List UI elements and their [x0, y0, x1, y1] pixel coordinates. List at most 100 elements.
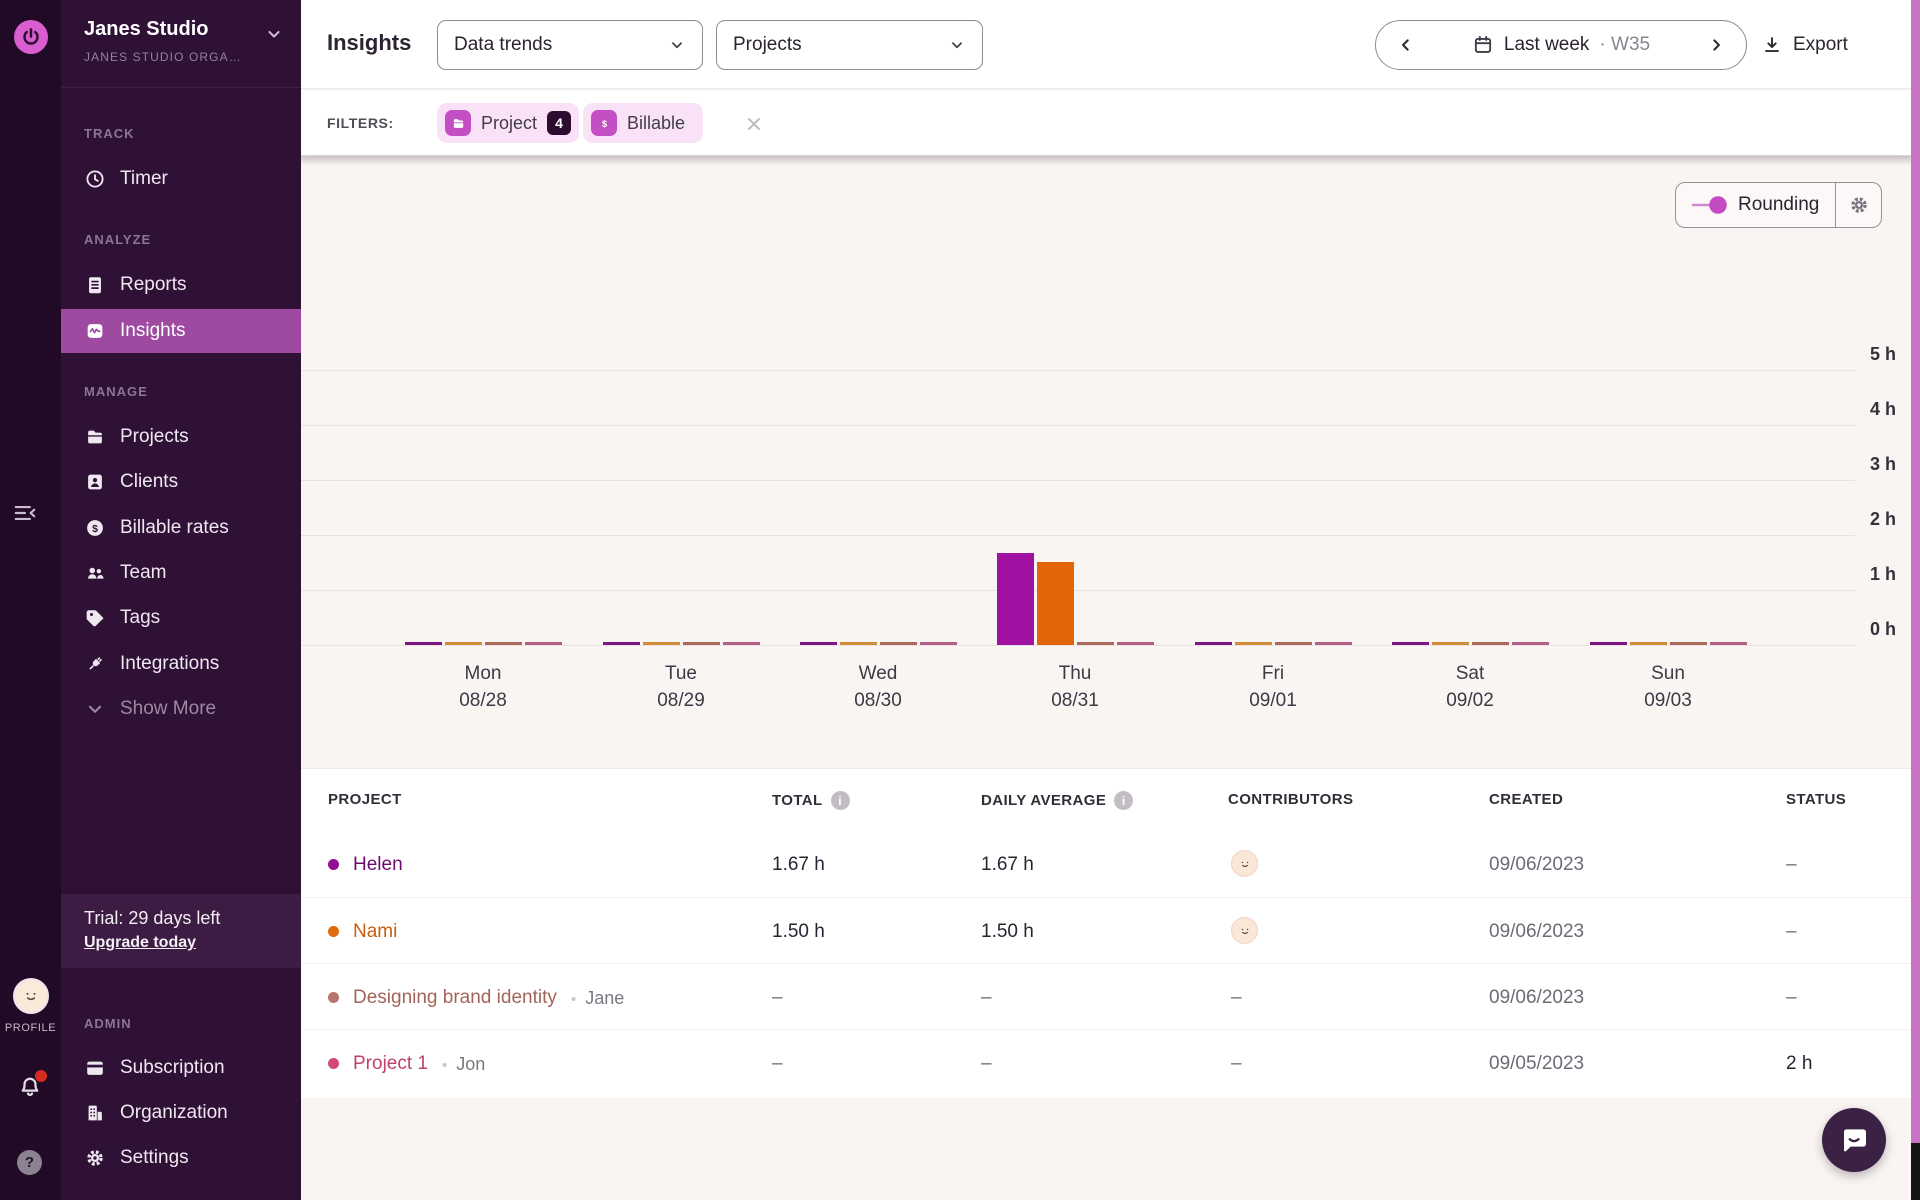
contributor-avatar[interactable] — [1231, 917, 1258, 944]
notifications-button[interactable] — [16, 1070, 47, 1102]
week-number-label: · W35 — [1599, 34, 1651, 55]
page-title: Insights — [327, 30, 412, 55]
info-icon[interactable]: i — [1114, 791, 1134, 810]
sidebar-item-projects[interactable]: Projects — [61, 415, 301, 459]
profile-button[interactable]: PROFILE — [0, 978, 61, 1034]
section-label-track: TRACK — [84, 126, 135, 141]
gridline — [301, 480, 1855, 481]
status-cell: – — [1786, 854, 1797, 875]
table-row[interactable]: Project 1 • Jon – – – 09/05/2023 2 h — [301, 1029, 1912, 1095]
created-cell: 09/06/2023 — [1489, 921, 1585, 942]
chat-launcher-button[interactable] — [1822, 1108, 1886, 1172]
help-button[interactable]: ? — [17, 1150, 42, 1175]
y-axis-label: 2 h — [1869, 509, 1896, 529]
project-name-link[interactable]: Project 1 — [353, 1053, 428, 1074]
sidebar-item-label: Projects — [120, 426, 189, 447]
gridline — [301, 645, 1855, 646]
section-label-analyze: ANALYZE — [84, 232, 152, 247]
clear-filters-button[interactable] — [744, 114, 764, 134]
date-range-label: Last week — [1503, 34, 1590, 55]
workspace-name: Janes Studio — [84, 18, 209, 40]
export-button[interactable]: Export — [1761, 22, 1848, 68]
created-cell: 09/06/2023 — [1489, 854, 1585, 875]
collapse-sidebar-button[interactable] — [12, 500, 38, 526]
previous-week-button[interactable] — [1396, 35, 1416, 55]
top-bar: Insights Data trends Projects Last week … — [301, 0, 1912, 89]
table-row[interactable]: Designing brand identity • Jane – – – 09/06/20… — [301, 963, 1912, 1029]
sidebar-item-tags[interactable]: Tags — [61, 596, 301, 640]
gridline — [301, 535, 1855, 536]
section-label-manage: MANAGE — [84, 384, 148, 399]
x-axis-label: Sun 09/03 — [1644, 663, 1692, 711]
trial-banner: Trial: 29 days left Upgrade today — [61, 894, 301, 968]
sidebar-item-organization[interactable]: Organization — [61, 1091, 301, 1135]
date-range-picker[interactable]: Last week · W35 — [1375, 20, 1747, 70]
bell-icon — [21, 1077, 39, 1096]
view-dropdown[interactable]: Data trends — [437, 20, 703, 70]
column-header-created: CREATED — [1489, 791, 1564, 808]
sidebar-item-reports[interactable]: Reports — [61, 263, 301, 307]
sidebar-item-billable-rates[interactable]: $ Billable rates — [61, 506, 301, 550]
tag-icon — [84, 607, 106, 629]
project-color-dot — [328, 926, 339, 937]
chart-bar — [1630, 642, 1667, 645]
total-cell: – — [772, 987, 783, 1008]
sidebar-item-insights[interactable]: Insights — [61, 309, 301, 353]
table-row[interactable]: Nami 1.50 h 1.50 h 09/06/2023 – — [301, 897, 1912, 963]
table-row[interactable]: Helen 1.67 h 1.67 h 09/06/2023 – — [301, 831, 1912, 897]
chat-icon — [1843, 1129, 1866, 1152]
trial-days-left: Trial: 29 days left — [84, 908, 221, 928]
filter-bar: FILTERS: Project 4 $ Billable — [301, 90, 1912, 156]
next-week-button[interactable] — [1706, 35, 1726, 55]
sidebar-item-clients[interactable]: Clients — [61, 460, 301, 504]
sidebar-item-settings[interactable]: Settings — [61, 1136, 301, 1180]
gridline — [301, 425, 1855, 426]
rounding-settings-button[interactable] — [1835, 183, 1881, 227]
svg-text:$: $ — [92, 523, 98, 535]
export-label: Export — [1793, 34, 1848, 55]
x-axis-label: Fri 09/01 — [1249, 663, 1297, 711]
sidebar-item-integrations[interactable]: Integrations — [61, 642, 301, 686]
chart-bar — [405, 642, 442, 645]
x-axis-label: Wed 08/30 — [854, 663, 902, 711]
chart-bar — [880, 642, 917, 645]
status-cell: 2 h — [1786, 1053, 1813, 1074]
screen-edge-corner — [1911, 1143, 1920, 1200]
project-name-link[interactable]: Designing brand identity — [353, 987, 557, 1008]
sidebar-item-label: Subscription — [120, 1057, 225, 1078]
chart-bar — [683, 642, 720, 645]
sidebar-item-timer[interactable]: Timer — [61, 157, 301, 201]
project-name-link[interactable]: Helen — [353, 854, 403, 875]
status-cell: – — [1786, 987, 1797, 1008]
total-cell: 1.67 h — [772, 854, 825, 875]
download-icon — [1765, 37, 1779, 53]
sidebar-item-show-more[interactable]: Show More — [61, 687, 301, 731]
grouping-dropdown[interactable]: Projects — [716, 20, 983, 70]
contributors-cell: – — [1231, 987, 1242, 1008]
upgrade-link[interactable]: Upgrade today — [84, 934, 197, 951]
info-icon[interactable]: i — [830, 791, 850, 810]
project-name-link[interactable]: Nami — [353, 921, 398, 942]
gear-icon — [1851, 197, 1867, 213]
workspace-switcher[interactable]: Janes Studio JANES STUDIO ORGA… — [61, 0, 301, 88]
contributor-avatar[interactable] — [1231, 850, 1258, 877]
filter-chip-project[interactable]: Project 4 — [437, 103, 580, 143]
chart-bar — [603, 642, 640, 645]
chart-bar — [1195, 642, 1232, 645]
notification-badge — [35, 1070, 47, 1082]
rounding-toggle[interactable]: Rounding — [1676, 183, 1835, 227]
app-logo[interactable] — [14, 20, 48, 54]
chart-bar — [1432, 642, 1469, 645]
filter-chip-billable[interactable]: $ Billable — [583, 103, 704, 143]
chart-bar — [800, 642, 837, 645]
filter-count-badge: 4 — [547, 111, 572, 135]
chart-bar — [1235, 642, 1272, 645]
chart-bar — [1315, 642, 1352, 645]
created-cell: 09/06/2023 — [1489, 987, 1585, 1008]
sidebar-item-label: Timer — [120, 168, 168, 189]
building-icon — [84, 1102, 106, 1124]
y-axis-label: 4 h — [1869, 399, 1896, 419]
sidebar-item-subscription[interactable]: Subscription — [61, 1046, 301, 1090]
sidebar-item-team[interactable]: Team — [61, 551, 301, 595]
filter-chip-label: Project — [481, 112, 538, 133]
